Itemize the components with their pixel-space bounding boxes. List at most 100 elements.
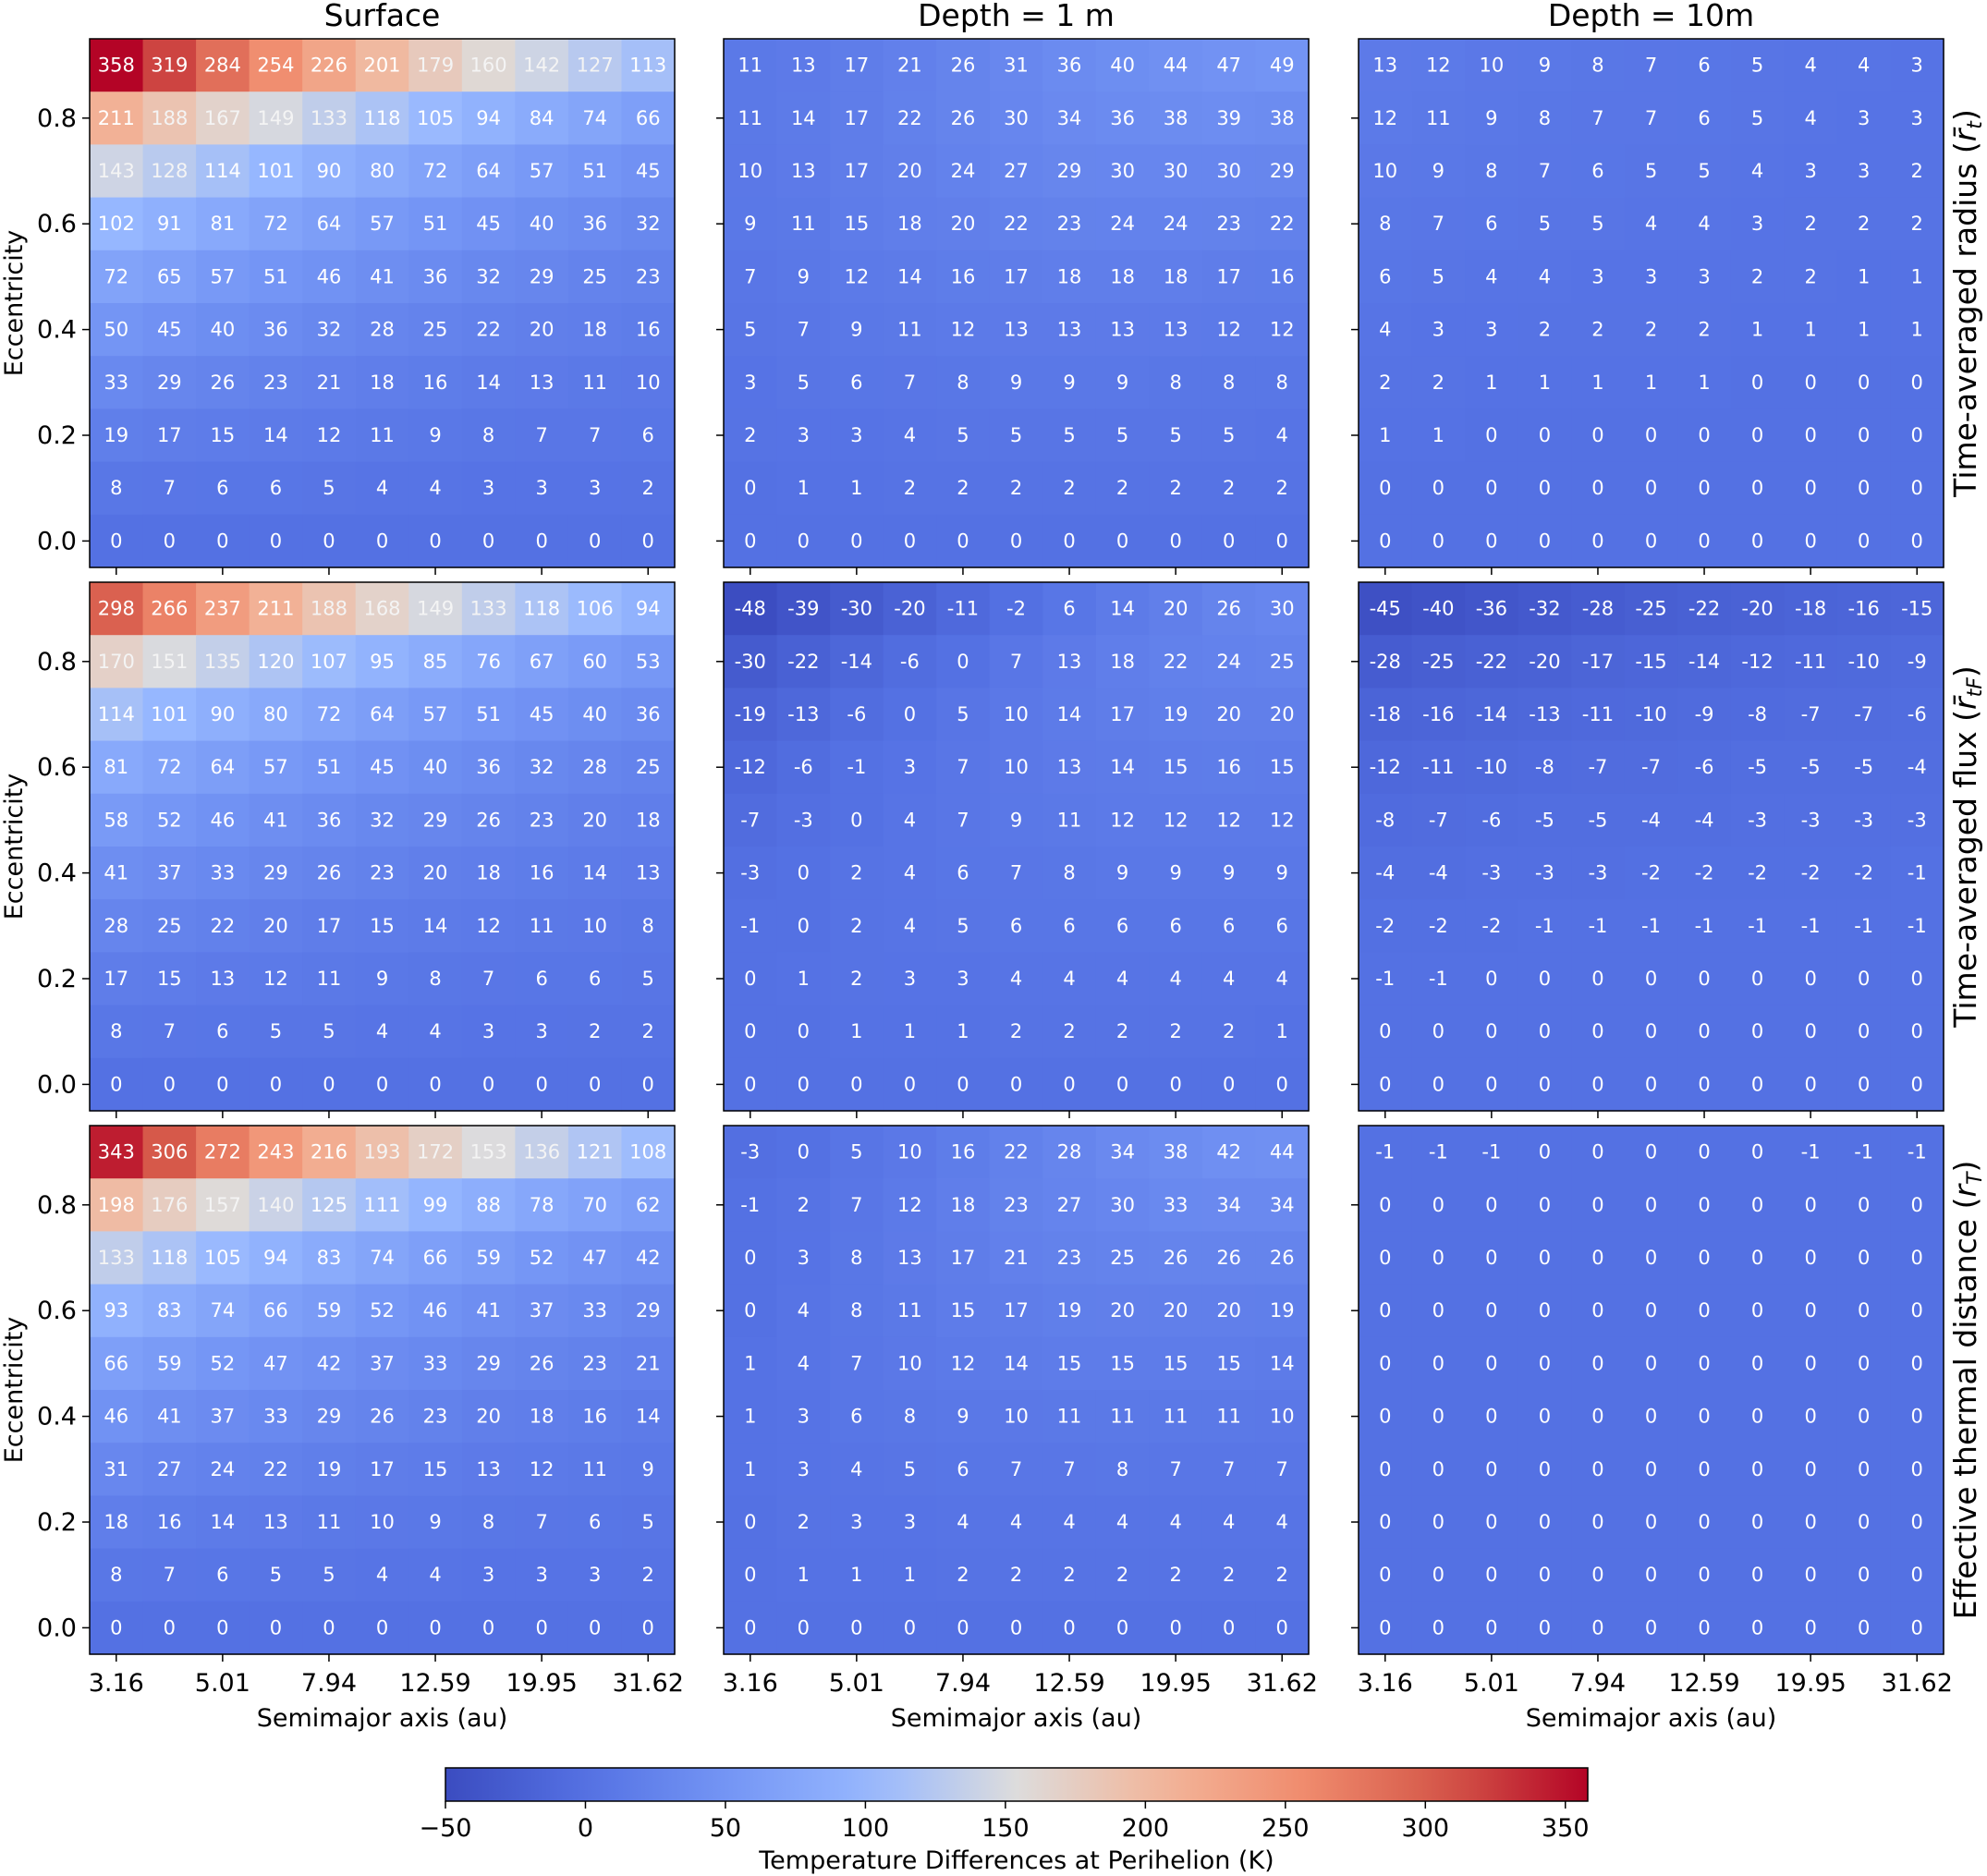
heatmap-cell	[936, 952, 991, 1006]
heatmap-cell	[1201, 1443, 1257, 1496]
cell-value-label: 0	[323, 1073, 335, 1095]
cell-value-label: -1	[1375, 968, 1395, 990]
cell-value-label: 22	[476, 319, 501, 341]
heatmap-cell	[302, 688, 357, 742]
heatmap-cell	[1149, 1336, 1203, 1391]
cell-value-label: 60	[582, 651, 607, 673]
heatmap-cell	[1730, 91, 1785, 145]
cell-value-label: 85	[423, 651, 448, 673]
cell-value-label: 78	[530, 1194, 555, 1216]
cell-value-label: 1	[1911, 265, 1923, 287]
cell-value-label: 0	[1379, 1511, 1391, 1533]
heatmap-cell	[936, 1390, 991, 1444]
cell-value-label: 64	[210, 756, 235, 778]
cell-value-label: 5	[1116, 424, 1128, 446]
cell-value-label: -11	[947, 598, 979, 620]
heatmap-cell	[1571, 582, 1626, 636]
cell-value-label: 2	[957, 1564, 969, 1586]
cell-value-label: 102	[98, 213, 135, 235]
cell-value-label: 0	[1379, 1406, 1391, 1428]
cell-value-label: 14	[1110, 756, 1135, 778]
heatmap-cell	[621, 1495, 676, 1550]
cell-value-label: 0	[1751, 530, 1763, 552]
heatmap-cell	[1255, 408, 1310, 463]
cell-value-label: 12	[1270, 319, 1295, 341]
heatmap-cell	[989, 952, 1043, 1006]
heatmap-cell	[515, 847, 569, 900]
cell-value-label: 8	[110, 1564, 122, 1586]
heatmap-cell	[1784, 582, 1838, 636]
heatmap-cell	[1201, 356, 1257, 409]
heatmap-cell	[249, 582, 303, 636]
cell-value-label: 0	[1539, 530, 1551, 552]
heatmap-cell	[776, 1336, 831, 1391]
heatmap-cell	[1149, 250, 1203, 304]
heatmap-cell	[249, 1284, 303, 1338]
heatmap-cell	[883, 1231, 937, 1285]
heatmap-cell	[883, 1390, 937, 1444]
heatmap-cell	[989, 514, 1043, 568]
cell-value-label: 6	[216, 1020, 228, 1042]
heatmap-cell	[1677, 250, 1732, 304]
heatmap-cell	[1095, 1057, 1150, 1112]
heatmap-cell	[1730, 144, 1785, 199]
cell-value-label: -1	[740, 915, 760, 937]
cell-value-label: 12	[951, 319, 976, 341]
heatmap-cell	[90, 1126, 144, 1179]
cell-value-label: 88	[476, 1194, 501, 1216]
heatmap-cell	[1836, 1005, 1892, 1059]
heatmap-cell	[830, 740, 884, 795]
heatmap-cell	[1359, 197, 1413, 251]
cell-value-label: 1	[904, 1020, 916, 1042]
cell-value-label: 0	[744, 1616, 756, 1638]
cell-value-label: 72	[104, 265, 128, 287]
heatmap-cell	[408, 1231, 463, 1285]
cell-value-label: 0	[1063, 530, 1075, 552]
cell-value-label: 17	[1216, 265, 1241, 287]
cell-value-label: 5	[1010, 424, 1022, 446]
cell-value-label: 9	[1116, 862, 1128, 884]
heatmap-cell	[1571, 688, 1626, 742]
cell-value-label: 9	[642, 1458, 654, 1480]
cell-value-label: 0	[1804, 1616, 1816, 1638]
heatmap-cell	[1624, 635, 1678, 688]
cell-value-label: 37	[530, 1299, 555, 1322]
cell-value-label: 6	[1223, 915, 1235, 937]
cell-value-label: 4	[798, 1352, 810, 1374]
cell-value-label: 0	[1804, 1299, 1816, 1322]
heatmap-cell	[302, 1495, 357, 1550]
cell-value-label: 0	[1751, 1511, 1763, 1533]
heatmap-cell	[724, 899, 778, 953]
cell-value-label: 20	[423, 862, 448, 884]
heatmap-cell	[249, 91, 303, 145]
heatmap-cell	[1201, 952, 1257, 1006]
cell-value-label: 0	[1858, 1194, 1870, 1216]
heatmap-cell	[1518, 793, 1572, 847]
heatmap-cell	[1465, 461, 1519, 516]
heatmap-cell	[1730, 39, 1785, 92]
cell-value-label: 28	[370, 319, 395, 341]
heatmap-cell	[724, 461, 778, 516]
cell-value-label: 13	[1057, 651, 1082, 673]
cell-value-label: -4	[1695, 809, 1714, 831]
heatmap-cell	[1465, 952, 1519, 1006]
cell-value-label: 5	[642, 1511, 654, 1533]
cell-value-label: 0	[1804, 1511, 1816, 1533]
cell-value-label: 0	[323, 1616, 335, 1638]
cell-value-label: 7	[798, 319, 810, 341]
heatmap-cell	[142, 1057, 197, 1112]
cell-value-label: 17	[844, 160, 869, 182]
cell-value-label: -18	[1795, 598, 1826, 620]
heatmap-cell	[515, 1057, 569, 1112]
heatmap-cell	[776, 1005, 831, 1059]
cell-value-label: 6	[1010, 915, 1022, 937]
heatmap-cell	[90, 91, 144, 145]
heatmap-cell	[1784, 250, 1838, 304]
cell-value-label: 2	[1116, 477, 1128, 499]
heatmap-cell	[1411, 847, 1466, 900]
heatmap-cell	[1624, 144, 1678, 199]
cell-value-label: 0	[1485, 1564, 1497, 1586]
heatmap-cell	[1042, 899, 1097, 953]
cell-value-label: 8	[482, 424, 494, 446]
cell-value-label: -7	[740, 809, 760, 831]
